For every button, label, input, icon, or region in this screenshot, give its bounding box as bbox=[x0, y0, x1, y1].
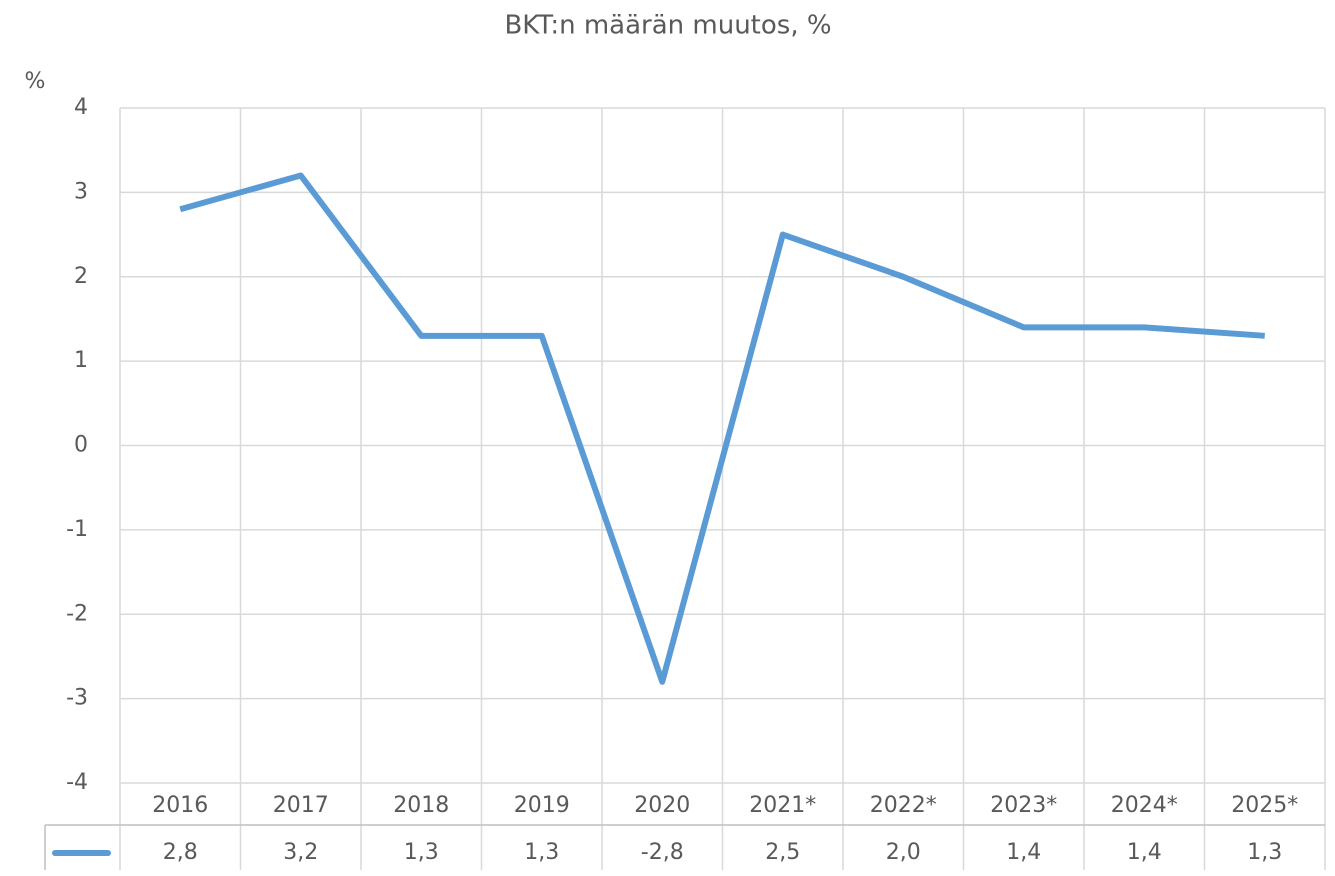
table-value: 1,4 bbox=[1127, 840, 1162, 865]
x-tick-label: 2025* bbox=[1231, 793, 1298, 818]
y-tick-label: -2 bbox=[66, 601, 88, 626]
table-value: -2,8 bbox=[641, 840, 684, 865]
x-tick-label: 2019 bbox=[514, 793, 570, 818]
table-value: 1,3 bbox=[404, 840, 439, 865]
y-tick-label: 2 bbox=[74, 264, 88, 289]
x-tick-label: 2018 bbox=[393, 793, 449, 818]
table-value: 2,0 bbox=[886, 840, 921, 865]
x-tick-label: 2023* bbox=[990, 793, 1057, 818]
y-tick-label: 4 bbox=[74, 95, 88, 120]
table-value: 2,8 bbox=[163, 840, 198, 865]
y-tick-label: -3 bbox=[66, 686, 88, 711]
table-value: 1,3 bbox=[1247, 840, 1282, 865]
x-tick-label: 2016 bbox=[152, 793, 208, 818]
x-tick-label: 2020 bbox=[634, 793, 690, 818]
y-tick-label: 1 bbox=[74, 348, 88, 373]
chart-title: BKT:n määrän muutos, % bbox=[504, 11, 831, 41]
y-tick-label: 0 bbox=[74, 433, 88, 458]
y-axis-label: % bbox=[25, 69, 46, 94]
data-line bbox=[179, 172, 1265, 685]
table-value: 1,3 bbox=[524, 840, 559, 865]
x-tick-label: 2021* bbox=[749, 793, 816, 818]
table-value: 1,4 bbox=[1006, 840, 1041, 865]
y-tick-label: -1 bbox=[66, 517, 88, 542]
x-tick-label: 2022* bbox=[870, 793, 937, 818]
y-tick-label: 3 bbox=[74, 179, 88, 204]
y-tick-label: -4 bbox=[66, 770, 88, 795]
table-value: 3,2 bbox=[283, 840, 318, 865]
table-value: 2,5 bbox=[765, 840, 800, 865]
x-tick-label: 2017 bbox=[273, 793, 329, 818]
x-tick-label: 2024* bbox=[1111, 793, 1178, 818]
